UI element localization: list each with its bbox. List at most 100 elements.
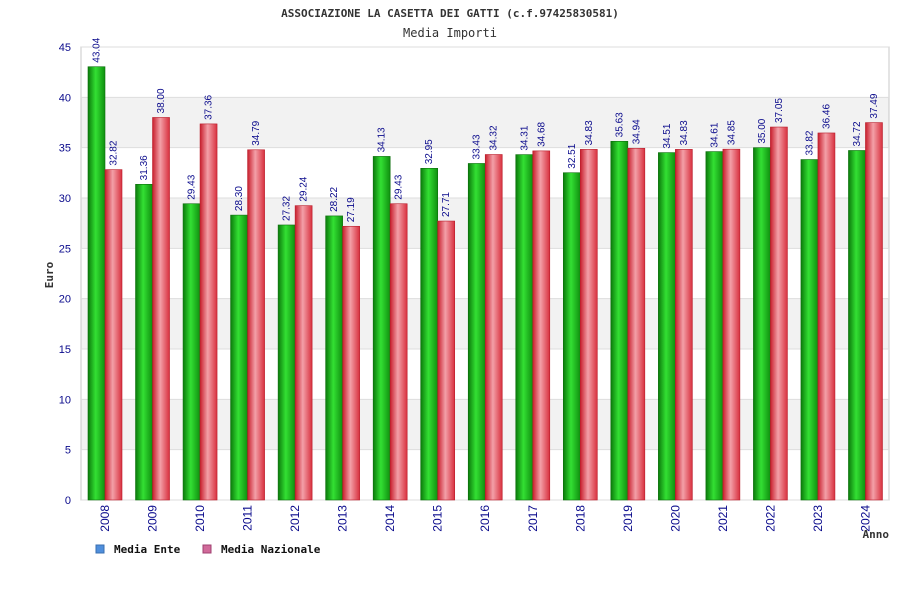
data-label: 35.63 bbox=[614, 112, 625, 137]
bar-media-ente bbox=[325, 215, 343, 501]
bar-media-ente bbox=[467, 163, 486, 501]
x-tick-label: 2016 bbox=[478, 505, 492, 532]
bar-media-ente bbox=[800, 159, 819, 501]
y-tick-label: 25 bbox=[59, 243, 71, 255]
data-label: 34.51 bbox=[662, 123, 673, 148]
y-tick-label: 0 bbox=[65, 495, 71, 507]
data-label: 34.83 bbox=[584, 120, 595, 145]
data-label: 28.22 bbox=[329, 186, 340, 211]
x-tick-label: 2021 bbox=[716, 505, 730, 532]
bar-media-nazionale bbox=[532, 150, 551, 501]
bar-media-ente bbox=[610, 141, 629, 501]
data-label: 27.71 bbox=[441, 192, 452, 217]
data-label: 32.82 bbox=[109, 140, 120, 165]
data-label: 31.36 bbox=[139, 155, 150, 180]
data-label: 34.72 bbox=[852, 121, 863, 146]
bar-media-nazionale bbox=[627, 147, 646, 501]
bar-media-nazionale bbox=[247, 149, 265, 501]
bar-media-nazionale bbox=[770, 126, 788, 501]
bar-media-ente bbox=[420, 168, 439, 501]
data-label: 37.36 bbox=[204, 94, 215, 119]
x-tick-label: 2020 bbox=[668, 505, 682, 532]
bar-media-nazionale bbox=[579, 149, 598, 501]
x-tick-label: 2008 bbox=[98, 505, 112, 532]
x-axis-ticks: 2008 2009 2010 2011 2012 2013 2014 2015 2016 2017… bbox=[98, 505, 872, 532]
x-tick-label: 2024 bbox=[858, 505, 872, 532]
y-axis-label: Euro bbox=[43, 261, 56, 288]
data-label: 36.46 bbox=[821, 104, 832, 129]
bar-media-nazionale bbox=[389, 203, 408, 501]
data-label: 34.85 bbox=[726, 120, 737, 145]
bar-media-nazionale bbox=[722, 148, 741, 501]
legend-label-media-nazionale: Media Nazionale bbox=[221, 543, 321, 556]
x-tick-label: 2013 bbox=[336, 505, 350, 532]
data-labels-group: 43.04 32.82 31.36 38.00 29.43 37.36 28.30 34.79… bbox=[92, 37, 880, 222]
bar-media-ente bbox=[182, 203, 201, 501]
bar-media-ente bbox=[753, 147, 771, 501]
bar-media-nazionale bbox=[152, 117, 170, 501]
data-label: 27.32 bbox=[282, 196, 293, 221]
bar-media-nazionale bbox=[817, 132, 836, 501]
data-label: 29.24 bbox=[299, 176, 310, 201]
data-label: 34.94 bbox=[631, 119, 642, 144]
bar-media-nazionale bbox=[484, 154, 503, 501]
bar-media-ente bbox=[848, 150, 866, 501]
bar-media-nazionale bbox=[865, 122, 883, 501]
x-tick-label: 2023 bbox=[811, 505, 825, 532]
chart-subtitle: Media Importi bbox=[403, 26, 497, 40]
data-label: 33.82 bbox=[804, 130, 815, 155]
bar-media-ente bbox=[658, 152, 676, 501]
x-tick-label: 2017 bbox=[526, 505, 540, 532]
y-tick-label: 15 bbox=[59, 344, 71, 356]
x-tick-label: 2012 bbox=[288, 505, 302, 532]
bar-media-nazionale bbox=[294, 205, 313, 501]
bar-media-ente bbox=[230, 214, 248, 501]
x-axis-label: Anno bbox=[863, 528, 890, 541]
data-label: 29.43 bbox=[187, 174, 198, 199]
bar-media-nazionale bbox=[199, 123, 218, 501]
bar-media-ente bbox=[562, 172, 581, 501]
legend-label-media-ente: Media Ente bbox=[114, 543, 181, 556]
y-tick-label: 20 bbox=[59, 294, 71, 306]
bar-media-ente bbox=[515, 154, 534, 501]
data-label: 35.00 bbox=[757, 118, 768, 143]
data-label: 32.51 bbox=[567, 143, 578, 168]
y-tick-label: 45 bbox=[59, 42, 71, 54]
data-label: 34.79 bbox=[251, 120, 262, 145]
data-label: 29.43 bbox=[394, 174, 405, 199]
bar-media-nazionale bbox=[437, 220, 456, 501]
y-tick-label: 40 bbox=[59, 92, 71, 104]
x-tick-label: 2010 bbox=[193, 505, 207, 532]
y-tick-label: 5 bbox=[65, 445, 71, 457]
bar-media-nazionale bbox=[104, 169, 123, 501]
data-label: 43.04 bbox=[92, 37, 103, 62]
x-tick-label: 2009 bbox=[146, 505, 160, 532]
bar-media-ente bbox=[87, 66, 106, 501]
data-label: 32.95 bbox=[424, 139, 435, 164]
x-tick-label: 2011 bbox=[241, 505, 255, 531]
x-tick-label: 2014 bbox=[383, 505, 397, 532]
plot-band bbox=[81, 47, 889, 98]
data-label: 28.30 bbox=[234, 186, 245, 211]
data-label: 38.00 bbox=[156, 88, 167, 113]
legend: Media Ente Media Nazionale bbox=[95, 543, 321, 556]
data-label: 34.31 bbox=[519, 125, 530, 150]
data-label: 37.49 bbox=[869, 93, 880, 118]
legend-swatch-media-nazionale bbox=[202, 544, 212, 554]
x-tick-label: 2019 bbox=[621, 505, 635, 532]
bar-media-ente bbox=[135, 184, 153, 501]
x-tick-label: 2018 bbox=[573, 505, 587, 532]
bar-media-ente bbox=[277, 224, 296, 501]
data-label: 34.13 bbox=[377, 127, 388, 152]
y-tick-label: 35 bbox=[59, 143, 71, 155]
data-label: 34.61 bbox=[709, 122, 720, 147]
y-tick-label: 30 bbox=[59, 193, 71, 205]
data-label: 34.68 bbox=[536, 121, 547, 146]
bar-media-ente bbox=[372, 156, 391, 501]
chart-title: ASSOCIAZIONE LA CASETTA DEI GATTI (c.f.9… bbox=[281, 7, 619, 20]
bar-media-ente bbox=[705, 151, 724, 501]
y-axis-ticks: 0 5 10 15 20 25 30 35 40 45 bbox=[59, 42, 71, 507]
legend-swatch-media-ente bbox=[95, 544, 105, 554]
data-label: 27.19 bbox=[346, 197, 357, 222]
